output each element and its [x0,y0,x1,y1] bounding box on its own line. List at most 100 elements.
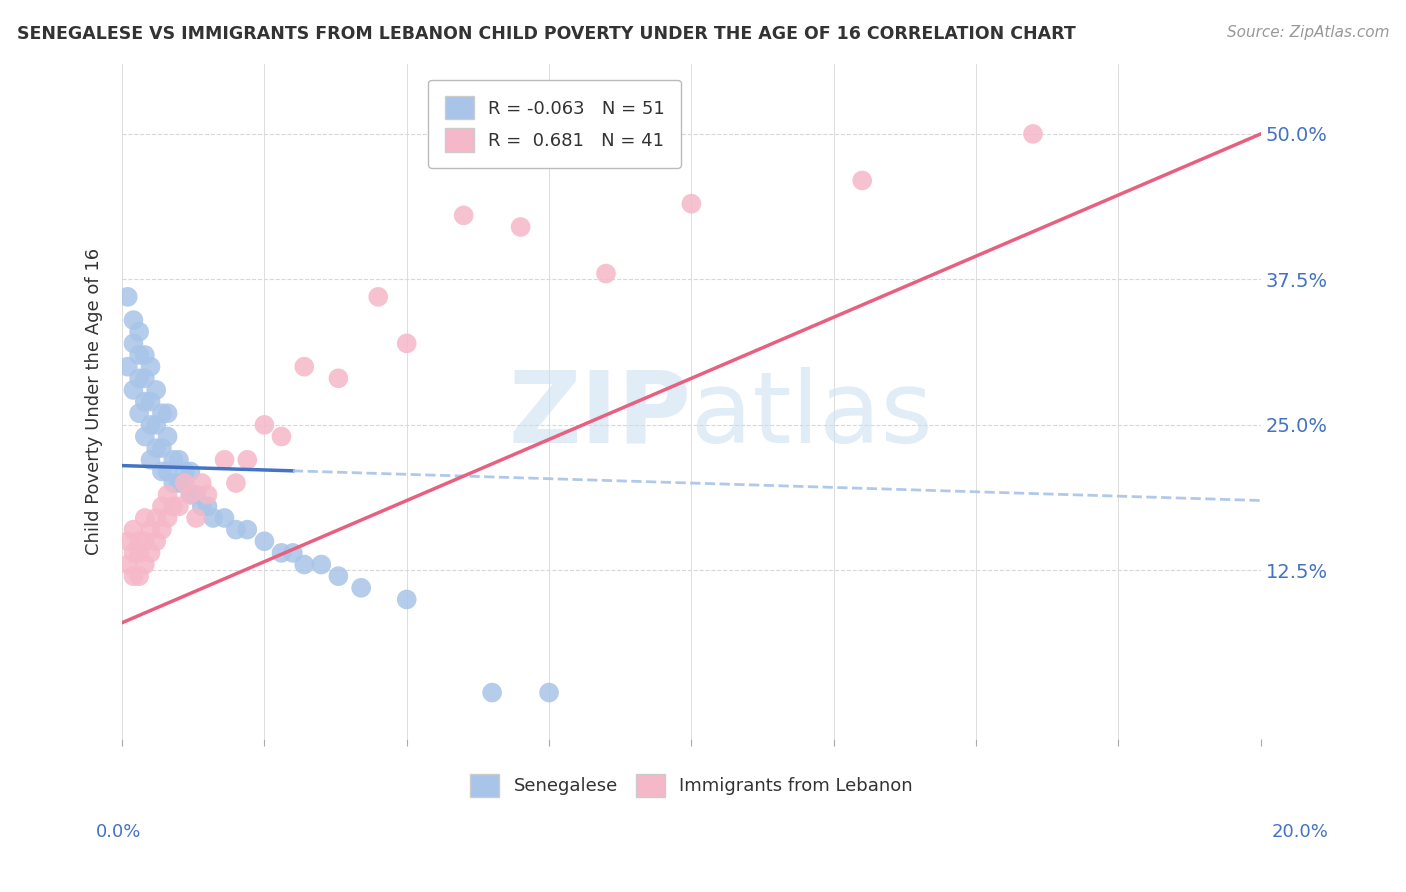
Point [190,500,212,514]
Point [236,452,259,467]
Point [173,476,195,491]
Point [150,523,173,537]
Point [509,219,531,234]
Point [145,441,167,455]
Point [145,534,167,549]
Point [139,452,162,467]
Point [134,371,156,385]
Point [162,452,184,467]
Point [150,464,173,478]
Text: SENEGALESE VS IMMIGRANTS FROM LEBANON CHILD POVERTY UNDER THE AGE OF 16 CORRELAT: SENEGALESE VS IMMIGRANTS FROM LEBANON CH… [17,25,1076,43]
Point [156,464,179,478]
Point [128,325,150,339]
Point [128,534,150,549]
Point [311,558,333,572]
Point [145,383,167,397]
Point [225,476,247,491]
Point [453,208,475,222]
Point [184,511,207,525]
Point [139,523,162,537]
Point [150,441,173,455]
Text: ZIP: ZIP [509,367,692,464]
Point [156,488,179,502]
Point [139,359,162,374]
Point [122,569,145,583]
Point [117,359,139,374]
Point [139,417,162,432]
Point [139,394,162,409]
Point [395,592,418,607]
Text: atlas: atlas [692,367,934,464]
Point [202,511,225,525]
Point [128,371,150,385]
Point [150,500,173,514]
Point [117,290,139,304]
Point [538,685,561,699]
Point [270,546,292,560]
Point [150,406,173,420]
Point [214,452,236,467]
Legend: Senegalese, Immigrants from Lebanon: Senegalese, Immigrants from Lebanon [463,767,920,805]
Point [156,406,179,420]
Point [128,406,150,420]
Point [292,558,315,572]
Point [253,534,276,549]
Point [128,569,150,583]
Point [117,534,139,549]
Point [156,511,179,525]
Point [122,336,145,351]
Point [225,523,247,537]
Point [128,546,150,560]
Point [292,359,315,374]
Point [851,173,873,187]
Point [139,546,162,560]
Point [128,348,150,362]
Point [134,534,156,549]
Point [156,429,179,443]
Point [681,196,703,211]
Point [328,569,350,583]
Point [184,488,207,502]
Point [197,500,219,514]
Text: 20.0%: 20.0% [1272,822,1329,840]
Point [190,476,212,491]
Point [270,429,292,443]
Point [167,452,190,467]
Point [328,371,350,385]
Point [595,267,617,281]
Point [173,464,195,478]
Point [122,313,145,327]
Point [179,488,201,502]
Point [117,558,139,572]
Point [122,523,145,537]
Point [122,383,145,397]
Text: Source: ZipAtlas.com: Source: ZipAtlas.com [1226,25,1389,40]
Text: 0.0%: 0.0% [96,822,141,840]
Point [122,546,145,560]
Point [179,488,201,502]
Point [167,500,190,514]
Point [167,476,190,491]
Point [367,290,389,304]
Point [481,685,503,699]
Point [253,417,276,432]
Point [214,511,236,525]
Point [173,476,195,491]
Point [395,336,418,351]
Point [281,546,304,560]
Point [236,523,259,537]
Point [162,500,184,514]
Point [134,511,156,525]
Point [197,488,219,502]
Point [1022,127,1045,141]
Point [179,464,201,478]
Point [134,394,156,409]
Point [350,581,373,595]
Point [134,429,156,443]
Point [145,511,167,525]
Point [134,558,156,572]
Point [134,348,156,362]
Y-axis label: Child Poverty Under the Age of 16: Child Poverty Under the Age of 16 [86,248,103,555]
Point [145,417,167,432]
Point [162,476,184,491]
